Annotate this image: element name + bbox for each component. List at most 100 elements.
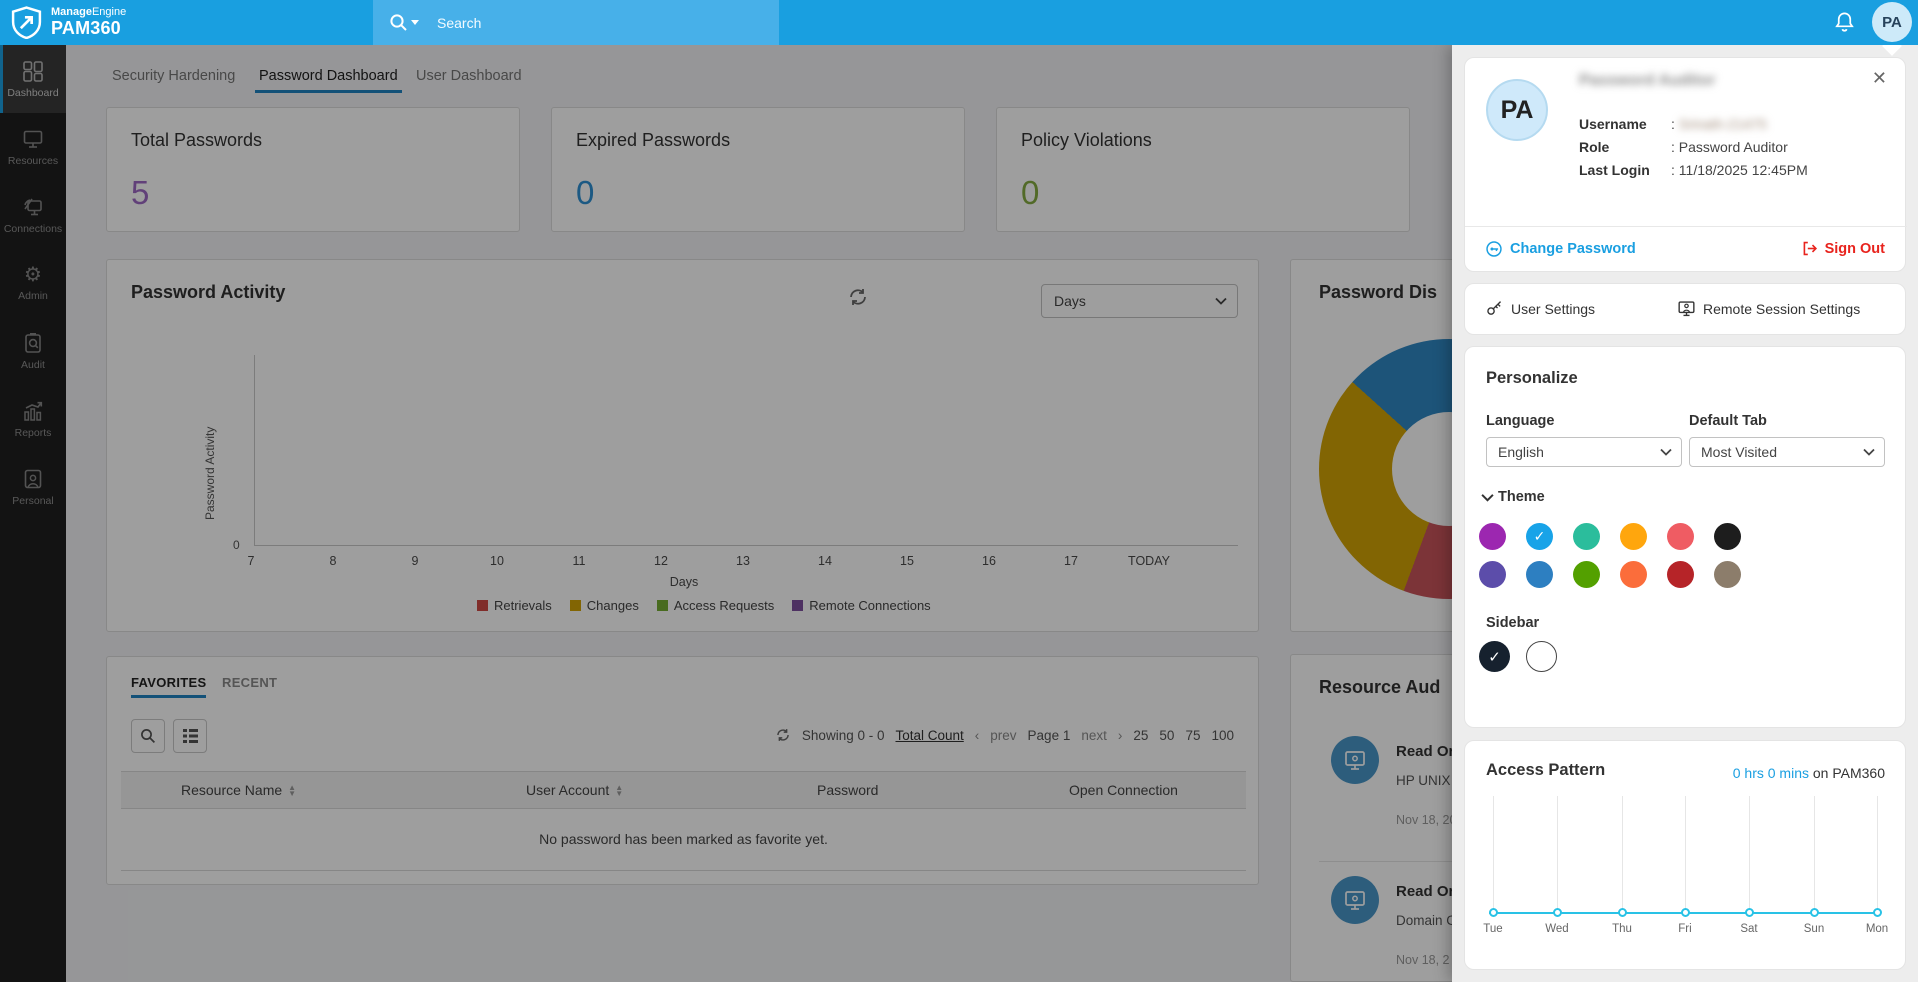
sign-out-link[interactable]: Sign Out (1801, 240, 1885, 257)
user-settings-link[interactable]: User Settings (1485, 299, 1595, 318)
theme-swatch[interactable] (1573, 523, 1600, 550)
sidebar-item-resources[interactable]: Resources (0, 113, 66, 181)
sidebar-item-admin[interactable]: ⚙ Admin (0, 249, 66, 317)
page-indicator: Page 1 (1027, 727, 1071, 743)
brand[interactable]: ManageEngine PAM360 (10, 6, 126, 39)
refresh-icon[interactable] (775, 727, 791, 743)
chevron-down-icon (1215, 297, 1227, 305)
theme-section-toggle[interactable]: Theme (1481, 489, 1545, 505)
legend-label: Retrievals (494, 598, 552, 613)
theme-swatch[interactable] (1667, 561, 1694, 588)
tab-security-hardening[interactable]: Security Hardening (112, 68, 236, 84)
page-size-50[interactable]: 50 (1159, 727, 1175, 743)
remote-session-settings-link[interactable]: Remote Session Settings (1677, 299, 1860, 318)
sign-out-icon (1803, 241, 1817, 256)
legend-swatch (656, 600, 668, 611)
remote-connection-icon (24, 198, 42, 215)
tab-recent[interactable]: RECENT (222, 675, 278, 690)
theme-swatch[interactable] (1667, 523, 1694, 550)
sidebar-item-audit[interactable]: Audit (0, 317, 66, 385)
next-link[interactable]: next (1081, 727, 1107, 743)
default-tab-select[interactable]: Most Visited (1689, 437, 1885, 467)
table-header: Resource Name ▲ ▼ User Account ▲ ▼ Password … (121, 771, 1246, 809)
activity-range-select[interactable]: Days (1041, 284, 1238, 318)
theme-swatch[interactable] (1573, 561, 1600, 588)
day-label: Sun (1803, 923, 1825, 935)
x-axis (254, 545, 1238, 546)
pagination: Showing 0 - 0 Total Count ‹ prev Page 1 … (775, 727, 1234, 743)
card-title: Total Passwords (131, 130, 263, 150)
search-placeholder: Search (437, 14, 482, 31)
notifications-bell-icon[interactable] (1833, 10, 1856, 39)
tab-user-dashboard[interactable]: User Dashboard (416, 68, 522, 84)
profile-field-role: Role: Password Auditor (1579, 139, 1788, 155)
language-select[interactable]: English (1486, 437, 1682, 467)
pam360-shield-logo-icon (11, 6, 42, 39)
search-scope-caret-icon[interactable] (411, 20, 419, 25)
last-login-value: 11/18/2025 12:45PM (1678, 162, 1808, 178)
theme-swatch[interactable] (1526, 561, 1553, 588)
sidebar-item-connections[interactable]: Connections (0, 181, 66, 249)
default-tab-label: Default Tab (1689, 413, 1767, 429)
change-password-link[interactable]: Change Password (1485, 240, 1636, 258)
page-size-25[interactable]: 25 (1133, 727, 1149, 743)
total-passwords-card: Total Passwords 5 (106, 107, 520, 232)
total-count-link[interactable]: Total Count (895, 727, 964, 743)
theme-label: Theme (1498, 489, 1545, 505)
theme-swatch[interactable] (1714, 561, 1741, 588)
theme-swatch[interactable] (1479, 561, 1506, 588)
col-user-account[interactable]: User Account ▲ ▼ (526, 782, 624, 799)
tab-password-dashboard[interactable]: Password Dashboard (255, 68, 402, 93)
total-passwords-value[interactable]: 5 (131, 174, 150, 211)
x-tick: 7 (247, 554, 255, 568)
col-resource-name[interactable]: Resource Name ▲ ▼ (181, 782, 297, 799)
search-icon (141, 729, 156, 744)
resource-type-icon (1331, 876, 1379, 924)
resource-audit-title: Resource Aud (1319, 677, 1441, 697)
left-nav: Dashboard Resources Connections ⚙ Admin (0, 45, 66, 982)
audit-action[interactable]: Read Or (1396, 743, 1455, 760)
policy-violations-card: Policy Violations 0 (996, 107, 1410, 232)
theme-swatch[interactable] (1479, 523, 1506, 550)
policy-violations-value[interactable]: 0 (1021, 174, 1040, 211)
close-icon[interactable]: ✕ (1871, 68, 1887, 88)
legend-label: Changes (586, 598, 639, 613)
user-avatar[interactable]: PA (1872, 2, 1912, 42)
global-search[interactable]: Search (373, 0, 779, 45)
theme-swatch[interactable] (1620, 523, 1647, 550)
sort-icon[interactable]: ▲ ▼ (615, 782, 624, 799)
search-icon (390, 14, 407, 31)
refresh-icon[interactable] (847, 286, 869, 308)
sidebar-dark-option-selected[interactable]: ✓ (1479, 641, 1510, 672)
column-chooser-button[interactable] (173, 719, 207, 753)
audit-action[interactable]: Read Or (1396, 883, 1455, 900)
x-tick: 12 (654, 554, 668, 568)
page-size-75[interactable]: 75 (1185, 727, 1201, 743)
sort-icon[interactable]: ▲ ▼ (288, 782, 297, 799)
x-tick: 8 (329, 554, 337, 568)
sidebar-item-dashboard[interactable]: Dashboard (0, 45, 66, 113)
prev-link[interactable]: prev (990, 727, 1017, 743)
sidebar-item-personal[interactable]: Personal (0, 453, 66, 521)
access-duration[interactable]: 0 hrs 0 mins (1732, 765, 1809, 781)
default-tab-value: Most Visited (1701, 444, 1777, 460)
sidebar-style-label: Sidebar (1486, 615, 1540, 631)
x-tick: TODAY (1128, 554, 1170, 568)
brand-company: ManageEngine (51, 6, 127, 19)
sidebar-item-reports[interactable]: Reports (0, 385, 66, 453)
personalize-card: Personalize Language English Default Tab… (1464, 346, 1906, 728)
tab-favorites[interactable]: FAVORITES (131, 675, 207, 698)
next-arrow[interactable]: › (1117, 727, 1123, 743)
col-open-connection: Open Connection (1069, 782, 1178, 798)
day-label: Sat (1740, 923, 1758, 935)
showing-count: Showing 0 - 0 (801, 727, 885, 743)
sidebar-light-option[interactable] (1526, 641, 1557, 672)
theme-swatch[interactable] (1714, 523, 1741, 550)
prev-arrow[interactable]: ‹ (974, 727, 980, 743)
search-button[interactable] (131, 719, 165, 753)
theme-swatch-selected[interactable]: ✓ (1526, 523, 1553, 550)
user-settings-key-icon (1487, 301, 1502, 315)
page-size-100[interactable]: 100 (1211, 727, 1234, 743)
theme-swatch[interactable] (1620, 561, 1647, 588)
expired-passwords-value[interactable]: 0 (576, 174, 595, 211)
